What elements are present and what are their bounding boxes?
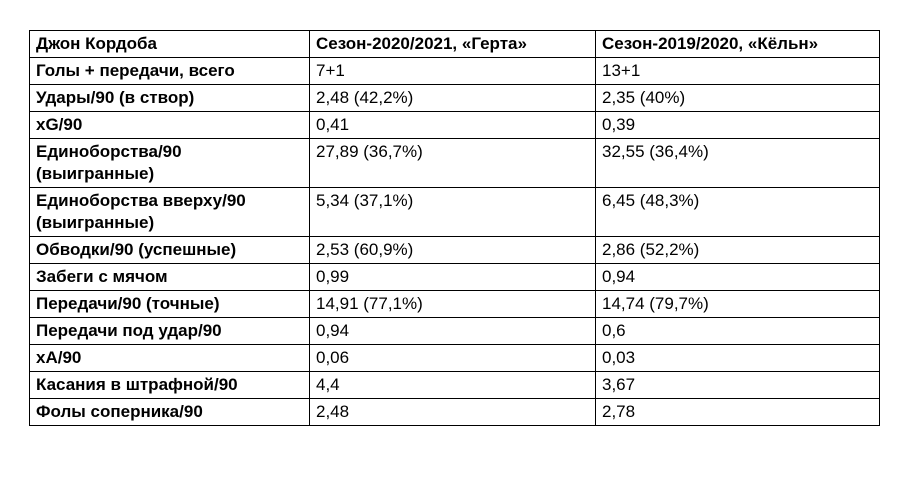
value-2019-2020: 0,6	[595, 317, 880, 345]
header-player: Джон Кордоба	[29, 30, 310, 58]
value-2019-2020: 32,55 (36,4%)	[595, 138, 880, 188]
value-2019-2020: 3,67	[595, 371, 880, 399]
value-2019-2020: 14,74 (79,7%)	[595, 290, 880, 318]
value-2020-2021: 2,53 (60,9%)	[309, 236, 596, 264]
table-row: Обводки/90 (успешные) 2,53 (60,9%) 2,86 …	[29, 236, 880, 264]
row-label: Передачи под удар/90	[29, 317, 310, 345]
row-label: xG/90	[29, 111, 310, 139]
header-season-2020-2021: Сезон-2020/2021, «Герта»	[309, 30, 596, 58]
value-2019-2020: 0,94	[595, 263, 880, 291]
header-season-2019-2020: Сезон-2019/2020, «Кёльн»	[595, 30, 880, 58]
row-label: Удары/90 (в створ)	[29, 84, 310, 112]
value-2019-2020: 0,03	[595, 344, 880, 372]
value-2020-2021: 2,48 (42,2%)	[309, 84, 596, 112]
row-label: Забеги с мячом	[29, 263, 310, 291]
header-row: Джон Кордоба Сезон-2020/2021, «Герта» Се…	[29, 30, 880, 58]
value-2020-2021: 7+1	[309, 57, 596, 85]
value-2019-2020: 2,86 (52,2%)	[595, 236, 880, 264]
row-label: Фолы соперника/90	[29, 398, 310, 426]
table-row: Единоборства вверху/90 (выигранные) 5,34…	[29, 187, 880, 237]
value-2019-2020: 6,45 (48,3%)	[595, 187, 880, 237]
table-row: Фолы соперника/90 2,48 2,78	[29, 398, 880, 426]
row-label: Касания в штрафной/90	[29, 371, 310, 399]
value-2020-2021: 27,89 (36,7%)	[309, 138, 596, 188]
stats-table: Джон Кордоба Сезон-2020/2021, «Герта» Се…	[29, 30, 880, 426]
row-label: Обводки/90 (успешные)	[29, 236, 310, 264]
row-label: Единоборства вверху/90 (выигранные)	[29, 187, 310, 237]
value-2020-2021: 5,34 (37,1%)	[309, 187, 596, 237]
table-row: xA/90 0,06 0,03	[29, 344, 880, 372]
value-2020-2021: 2,48	[309, 398, 596, 426]
value-2019-2020: 2,78	[595, 398, 880, 426]
table-row: Касания в штрафной/90 4,4 3,67	[29, 371, 880, 399]
value-2019-2020: 13+1	[595, 57, 880, 85]
value-2020-2021: 0,06	[309, 344, 596, 372]
table-row: Передачи под удар/90 0,94 0,6	[29, 317, 880, 345]
table-row: Передачи/90 (точные) 14,91 (77,1%) 14,74…	[29, 290, 880, 318]
table-row: Забеги с мячом 0,99 0,94	[29, 263, 880, 291]
table-row: Голы + передачи, всего 7+1 13+1	[29, 57, 880, 85]
table-row: xG/90 0,41 0,39	[29, 111, 880, 139]
value-2020-2021: 0,99	[309, 263, 596, 291]
row-label: Единоборства/90 (выигранные)	[29, 138, 310, 188]
value-2020-2021: 4,4	[309, 371, 596, 399]
table-row: Удары/90 (в створ) 2,48 (42,2%) 2,35 (40…	[29, 84, 880, 112]
value-2020-2021: 0,41	[309, 111, 596, 139]
value-2019-2020: 2,35 (40%)	[595, 84, 880, 112]
value-2020-2021: 14,91 (77,1%)	[309, 290, 596, 318]
row-label: Голы + передачи, всего	[29, 57, 310, 85]
table-row: Единоборства/90 (выигранные) 27,89 (36,7…	[29, 138, 880, 188]
value-2020-2021: 0,94	[309, 317, 596, 345]
value-2019-2020: 0,39	[595, 111, 880, 139]
row-label: Передачи/90 (точные)	[29, 290, 310, 318]
row-label: xA/90	[29, 344, 310, 372]
